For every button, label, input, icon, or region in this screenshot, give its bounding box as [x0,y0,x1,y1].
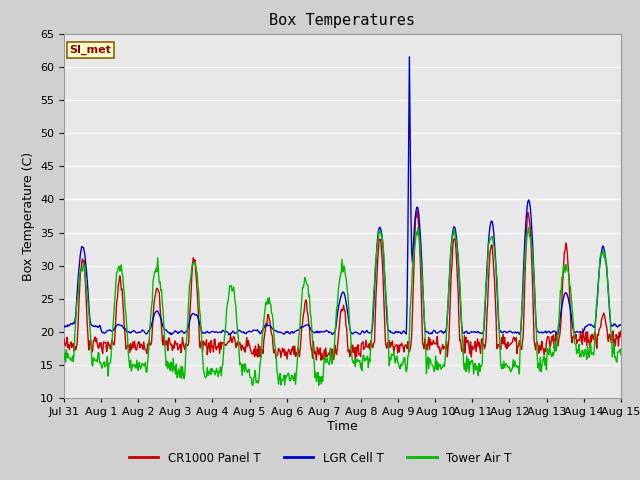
LGR Cell T [411,219,419,225]
CR1000 Panel T [413,208,421,214]
CR1000 Panel T [617,328,625,334]
Title: Box Temperatures: Box Temperatures [269,13,415,28]
LGR Cell T [406,54,413,60]
Line: CR1000 Panel T: CR1000 Panel T [64,211,621,360]
CR1000 Panel T [214,343,221,349]
Tower Air T [411,242,419,248]
Line: LGR Cell T: LGR Cell T [64,57,621,335]
CR1000 Panel T [184,343,192,348]
LGR Cell T [127,329,135,335]
Tower Air T [214,370,221,375]
LGR Cell T [184,325,192,331]
LGR Cell T [554,332,561,338]
Legend: CR1000 Panel T, LGR Cell T, Tower Air T: CR1000 Panel T, LGR Cell T, Tower Air T [124,447,516,469]
Text: SI_met: SI_met [70,45,111,55]
CR1000 Panel T [127,347,135,353]
Tower Air T [184,314,192,320]
Tower Air T [525,225,532,230]
Line: Tower Air T: Tower Air T [64,228,621,385]
LGR Cell T [617,322,625,328]
X-axis label: Time: Time [327,420,358,433]
CR1000 Panel T [60,336,68,342]
Y-axis label: Box Temperature (C): Box Temperature (C) [22,151,35,281]
CR1000 Panel T [428,340,436,346]
Tower Air T [428,360,435,366]
CR1000 Panel T [317,357,325,363]
Tower Air T [127,368,135,374]
Tower Air T [248,382,256,388]
CR1000 Panel T [411,240,419,245]
LGR Cell T [70,321,78,326]
Tower Air T [60,356,68,362]
LGR Cell T [60,324,68,330]
Tower Air T [617,352,625,358]
Tower Air T [70,350,78,356]
CR1000 Panel T [70,348,78,354]
LGR Cell T [428,330,435,336]
LGR Cell T [214,329,221,335]
